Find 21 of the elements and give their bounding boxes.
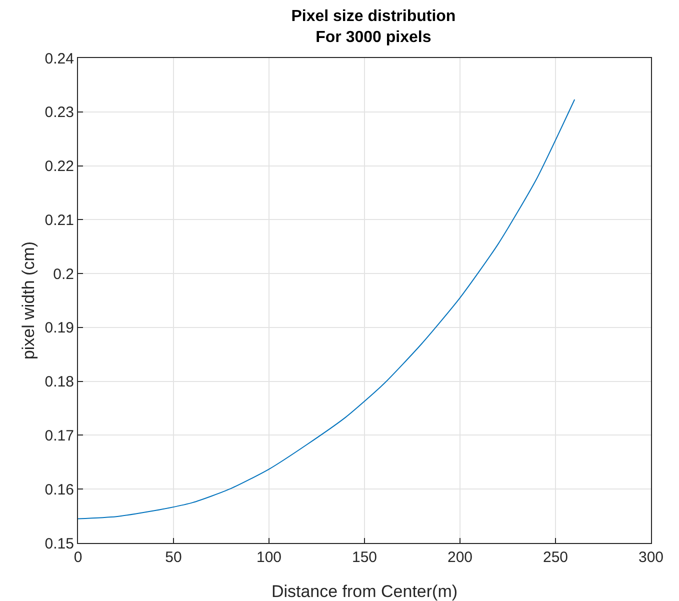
x-tick-label: 0 <box>74 549 82 566</box>
line-series <box>78 98 576 520</box>
y-tick-label: 0.21 <box>44 212 74 229</box>
x-tick-label: 200 <box>447 549 473 566</box>
y-tick-label: 0.22 <box>44 158 74 176</box>
x-tick-label: 50 <box>165 549 182 566</box>
chart-title: Pixel size distribution For 3000 pixels <box>291 8 456 46</box>
x-tick-label: 250 <box>542 549 568 566</box>
y-tick-label: 0.19 <box>44 320 74 337</box>
x-tick-label: 100 <box>256 549 282 566</box>
x-axis-title: Distance from Center(m) <box>271 582 458 601</box>
y-axis-title: pixel width (cm) <box>19 241 38 360</box>
y-tick-label: 0.2 <box>53 266 74 283</box>
y-tick-label: 0.15 <box>44 535 74 552</box>
x-tick-label: 150 <box>352 549 378 566</box>
y-tick-label: 0.17 <box>44 427 74 444</box>
y-tick-label: 0.24 <box>44 50 74 68</box>
y-tick-label: 0.18 <box>44 374 74 391</box>
x-tick-label: 300 <box>638 549 664 566</box>
y-tick-label: 0.16 <box>44 481 74 498</box>
y-tick-label: 0.23 <box>44 104 74 122</box>
